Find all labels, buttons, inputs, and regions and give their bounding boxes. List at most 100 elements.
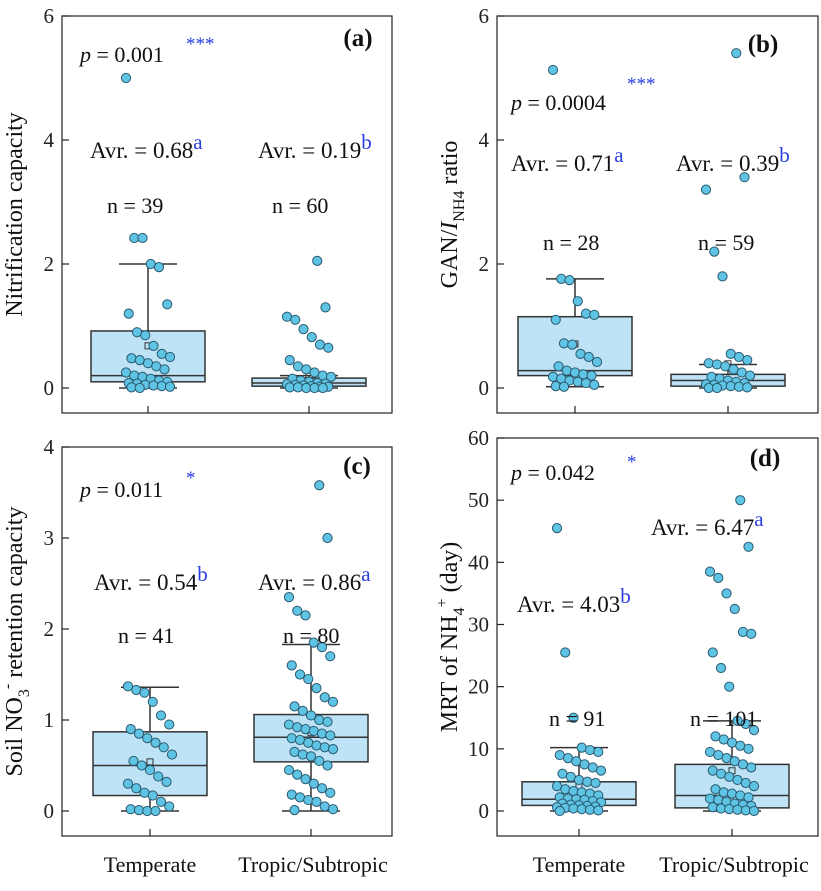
data-point: [137, 232, 148, 244]
sample-size-label: n = 41: [118, 623, 174, 648]
average-value: Avr. = 0.68: [90, 138, 193, 163]
average-label: Avr. = 0.68a: [90, 130, 203, 163]
data-point: [323, 342, 334, 353]
data-point: [744, 370, 756, 381]
data-point: [743, 541, 754, 552]
y-tick-label: 0: [44, 376, 55, 400]
data-point: [748, 805, 760, 817]
p-value-label: p = 0.042: [509, 460, 595, 485]
y-axis-label-main: Soil NO: [2, 697, 28, 776]
y-axis-label-main: MRT of NH: [437, 615, 463, 732]
data-point: [724, 681, 735, 692]
data-point: [564, 275, 575, 286]
data-point: [590, 777, 601, 789]
data-point: [286, 733, 297, 744]
y-tick-label: 1: [44, 708, 55, 732]
p-symbol: p: [78, 477, 91, 502]
data-point: [314, 755, 325, 767]
data-point: [547, 371, 559, 382]
data-point: [327, 804, 339, 815]
y-tick-label: 10: [468, 737, 489, 761]
box-group-temperate: Avr. = 0.54b n = 41: [92, 562, 208, 817]
p-value-text: = 0.001: [91, 42, 164, 67]
p-symbol: p: [78, 42, 91, 67]
plot-frame: [496, 437, 819, 837]
plot-frame: [496, 15, 819, 414]
data-point: [314, 714, 325, 726]
data-point: [700, 184, 712, 195]
box-group-tropic: Avr. = 0.86a n = 80: [253, 480, 371, 816]
data-point: [311, 740, 322, 751]
data-point: [286, 660, 297, 671]
box-group-temperate: Avr. = 0.71a n = 28: [511, 64, 633, 392]
data-point: [568, 712, 579, 723]
data-point: [325, 651, 336, 662]
mean-marker: [146, 758, 154, 766]
data-point: [748, 725, 760, 736]
data-point: [319, 692, 330, 703]
data-point: [707, 647, 718, 658]
data-point: [582, 776, 593, 787]
data-point: [717, 271, 728, 282]
data-point: [283, 592, 295, 603]
data-point: [746, 628, 757, 639]
y-axis-label: Soil NO3- retention capacity: [0, 507, 33, 777]
data-point: [589, 309, 600, 320]
data-point: [308, 637, 319, 648]
panel-label: (b): [748, 31, 779, 58]
data-point: [572, 296, 583, 307]
sample-size-label: n = 101: [690, 706, 757, 731]
data-point: [136, 760, 147, 771]
y-tick-label: 60: [468, 426, 489, 450]
data-point: [743, 743, 754, 754]
data-point: [316, 642, 328, 653]
panel-a: 0 2 4 6 Nitrification capacity (a) p = 0.001 **…: [2, 4, 393, 414]
data-point: [737, 626, 749, 638]
data-point: [580, 308, 592, 319]
data-point: [746, 762, 757, 773]
average-value: Avr. = 0.39: [676, 151, 779, 176]
panel-label: (d): [750, 445, 781, 472]
data-point: [284, 355, 295, 366]
data-point: [316, 728, 328, 739]
average-letter: b: [197, 562, 208, 586]
data-point: [312, 255, 323, 266]
sample-size-label: n = 91: [549, 706, 605, 731]
data-point: [325, 371, 337, 382]
box-group-tropic: Avr. = 6.47a n = 101: [651, 495, 790, 817]
y-axis-label: MRT of NH4+ (day): [434, 542, 468, 732]
average-value: Avr. = 0.54: [94, 570, 198, 595]
y-tick-label: 6: [479, 4, 490, 28]
panel-label: (c): [343, 453, 371, 480]
data-point: [322, 760, 333, 771]
y-tick-label: 30: [468, 613, 489, 637]
data-point: [584, 744, 596, 756]
data-point: [573, 774, 585, 786]
data-point: [298, 324, 309, 335]
data-point: [580, 377, 592, 389]
data-point: [317, 382, 328, 394]
data-point: [306, 332, 317, 343]
data-point: [325, 730, 336, 741]
data-point: [311, 683, 322, 694]
average-value: Avr. = 0.71: [511, 151, 614, 176]
average-value: Avr. = 0.19: [258, 138, 361, 163]
data-point: [126, 353, 137, 364]
p-symbol: p: [509, 460, 522, 485]
y-axis-label-sup: +: [434, 598, 451, 607]
average-label: Avr. = 6.47a: [651, 507, 764, 540]
y-tick-label: 2: [479, 252, 490, 276]
average-label: Avr. = 0.39b: [676, 143, 790, 176]
data-point: [305, 751, 317, 762]
data-point: [572, 376, 583, 387]
data-point: [300, 774, 311, 785]
data-point: [327, 696, 339, 707]
average-letter: a: [754, 507, 764, 531]
data-point: [142, 733, 153, 744]
data-point: [556, 273, 567, 284]
data-point: [704, 793, 716, 804]
sample-size-label: n = 80: [283, 623, 339, 648]
y-axis-label-italic: I: [437, 221, 463, 231]
p-symbol: p: [509, 90, 522, 115]
data-point: [595, 765, 607, 776]
